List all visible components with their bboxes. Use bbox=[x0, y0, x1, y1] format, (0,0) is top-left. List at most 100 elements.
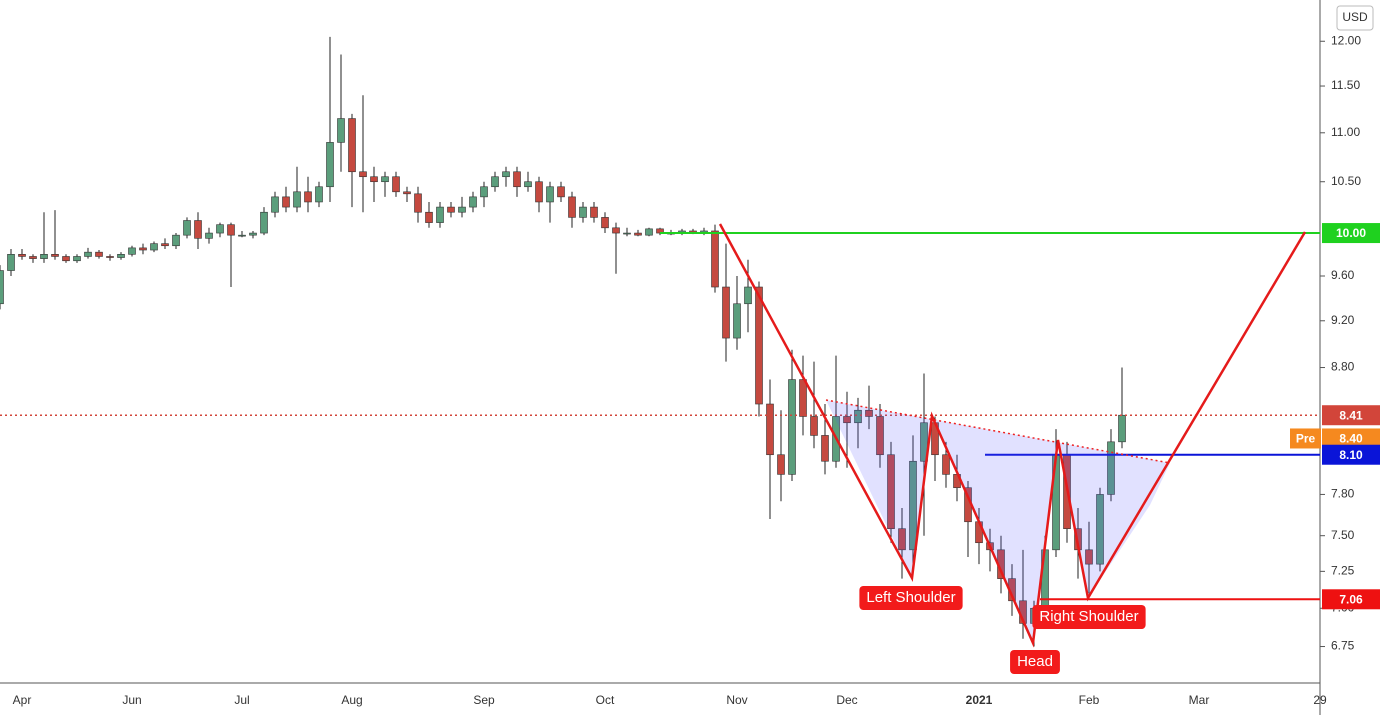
y-tick-label: 12.00 bbox=[1331, 33, 1361, 47]
candle-body bbox=[29, 256, 37, 259]
candle-body bbox=[150, 243, 158, 251]
candle-body bbox=[843, 416, 851, 424]
candle-body bbox=[304, 191, 312, 203]
candle-body bbox=[161, 243, 169, 247]
candle-body bbox=[524, 181, 532, 188]
price-level-label: 8.41 bbox=[1339, 408, 1363, 422]
candle-body bbox=[722, 286, 730, 339]
candle-body bbox=[480, 186, 488, 198]
x-tick-label: Apr bbox=[13, 693, 32, 707]
candle-body bbox=[95, 251, 103, 257]
pattern bbox=[718, 223, 1307, 648]
candle-body bbox=[128, 247, 136, 255]
price-level-box bbox=[1322, 223, 1380, 244]
price-level-box bbox=[1322, 589, 1380, 610]
candle-body bbox=[1118, 414, 1126, 443]
candle-body bbox=[392, 176, 400, 193]
candle-body bbox=[447, 206, 455, 213]
candle-body bbox=[216, 224, 224, 234]
annotation-box bbox=[859, 586, 963, 610]
candle-body bbox=[106, 256, 114, 258]
price-level-box bbox=[1322, 444, 1380, 465]
candle-body bbox=[557, 186, 565, 198]
price-level-tag: 10.00 bbox=[1322, 223, 1380, 244]
candle-body bbox=[777, 454, 785, 475]
annotation-box bbox=[1032, 605, 1146, 629]
price-level-label: 8.40 bbox=[1339, 432, 1363, 446]
candle-body bbox=[601, 217, 609, 229]
candle-body bbox=[205, 232, 213, 239]
y-tick-label: 7.80 bbox=[1331, 487, 1355, 501]
candle-body bbox=[535, 181, 543, 203]
candle-body bbox=[337, 118, 345, 143]
candle-body bbox=[381, 176, 389, 183]
candle-body bbox=[513, 171, 521, 188]
price-level-box bbox=[1322, 405, 1380, 426]
pattern-shade bbox=[826, 400, 1170, 643]
x-tick-label: 29 bbox=[1313, 693, 1327, 707]
candle-body bbox=[40, 254, 48, 259]
candle-body bbox=[612, 227, 620, 234]
candle-body bbox=[326, 142, 334, 188]
y-tick-label: 10.50 bbox=[1331, 174, 1361, 188]
candle-body bbox=[359, 171, 367, 178]
candle-body bbox=[73, 256, 81, 262]
price-level-tag: 8.10 bbox=[1322, 444, 1380, 465]
annotation-text: Right Shoulder bbox=[1039, 608, 1138, 625]
candle-body bbox=[260, 211, 268, 234]
candle-body bbox=[755, 286, 763, 405]
candle-body bbox=[590, 206, 598, 218]
price-level-label: 7.06 bbox=[1339, 592, 1363, 606]
candle-body bbox=[865, 409, 873, 417]
candle-body bbox=[898, 528, 906, 551]
candle-body bbox=[425, 211, 433, 223]
candle-body bbox=[854, 409, 862, 424]
candle-body bbox=[18, 254, 26, 257]
candle-body bbox=[909, 460, 917, 551]
y-tick-label: 7.50 bbox=[1331, 528, 1355, 542]
candle-body bbox=[502, 171, 510, 178]
candle-body bbox=[0, 270, 4, 305]
candle-body bbox=[293, 191, 301, 208]
y-tick-label: 11.00 bbox=[1331, 125, 1360, 139]
candle-body bbox=[117, 254, 125, 258]
candle-body bbox=[183, 220, 191, 236]
candle-body bbox=[799, 379, 807, 417]
x-tick-label: Sep bbox=[473, 693, 495, 707]
x-tick-label: Feb bbox=[1079, 693, 1100, 707]
price-level-prefix-box bbox=[1290, 428, 1321, 449]
candle-body bbox=[62, 256, 70, 262]
candle-body bbox=[744, 286, 752, 305]
candle-body bbox=[1096, 494, 1104, 565]
candle-body bbox=[194, 220, 202, 239]
y-tick-label: 8.80 bbox=[1331, 360, 1355, 374]
candle-body bbox=[766, 403, 774, 456]
candle-body bbox=[623, 232, 631, 235]
price-level-box bbox=[1322, 428, 1380, 449]
price-level-tag: 8.40 Pre bbox=[1290, 428, 1380, 449]
candle-body bbox=[84, 251, 92, 257]
annotation-text: Head bbox=[1017, 653, 1053, 670]
candle-body bbox=[370, 176, 378, 183]
x-tick-label: Dec bbox=[836, 693, 857, 707]
candle-body bbox=[271, 196, 279, 213]
annotation-box bbox=[1010, 650, 1060, 674]
annotation: Right Shoulder bbox=[1032, 605, 1146, 629]
x-tick-label: Aug bbox=[341, 693, 362, 707]
candle-body bbox=[821, 435, 829, 462]
x-tick-label: Mar bbox=[1189, 693, 1210, 707]
annotation: Head bbox=[1010, 650, 1060, 674]
annotation-text: Left Shoulder bbox=[866, 589, 955, 606]
candle-body bbox=[788, 379, 796, 475]
candle-body bbox=[645, 228, 653, 236]
x-tick-label: Jun bbox=[122, 693, 141, 707]
candle-body bbox=[1085, 549, 1093, 565]
x-tick-label: Jul bbox=[234, 693, 249, 707]
candle-body bbox=[348, 118, 356, 173]
y-tick-label: 6.75 bbox=[1331, 639, 1355, 653]
candle-body bbox=[238, 234, 246, 237]
candle-body bbox=[469, 196, 477, 208]
candle-body bbox=[1107, 441, 1115, 495]
y-tick-label: 7.25 bbox=[1331, 564, 1355, 578]
